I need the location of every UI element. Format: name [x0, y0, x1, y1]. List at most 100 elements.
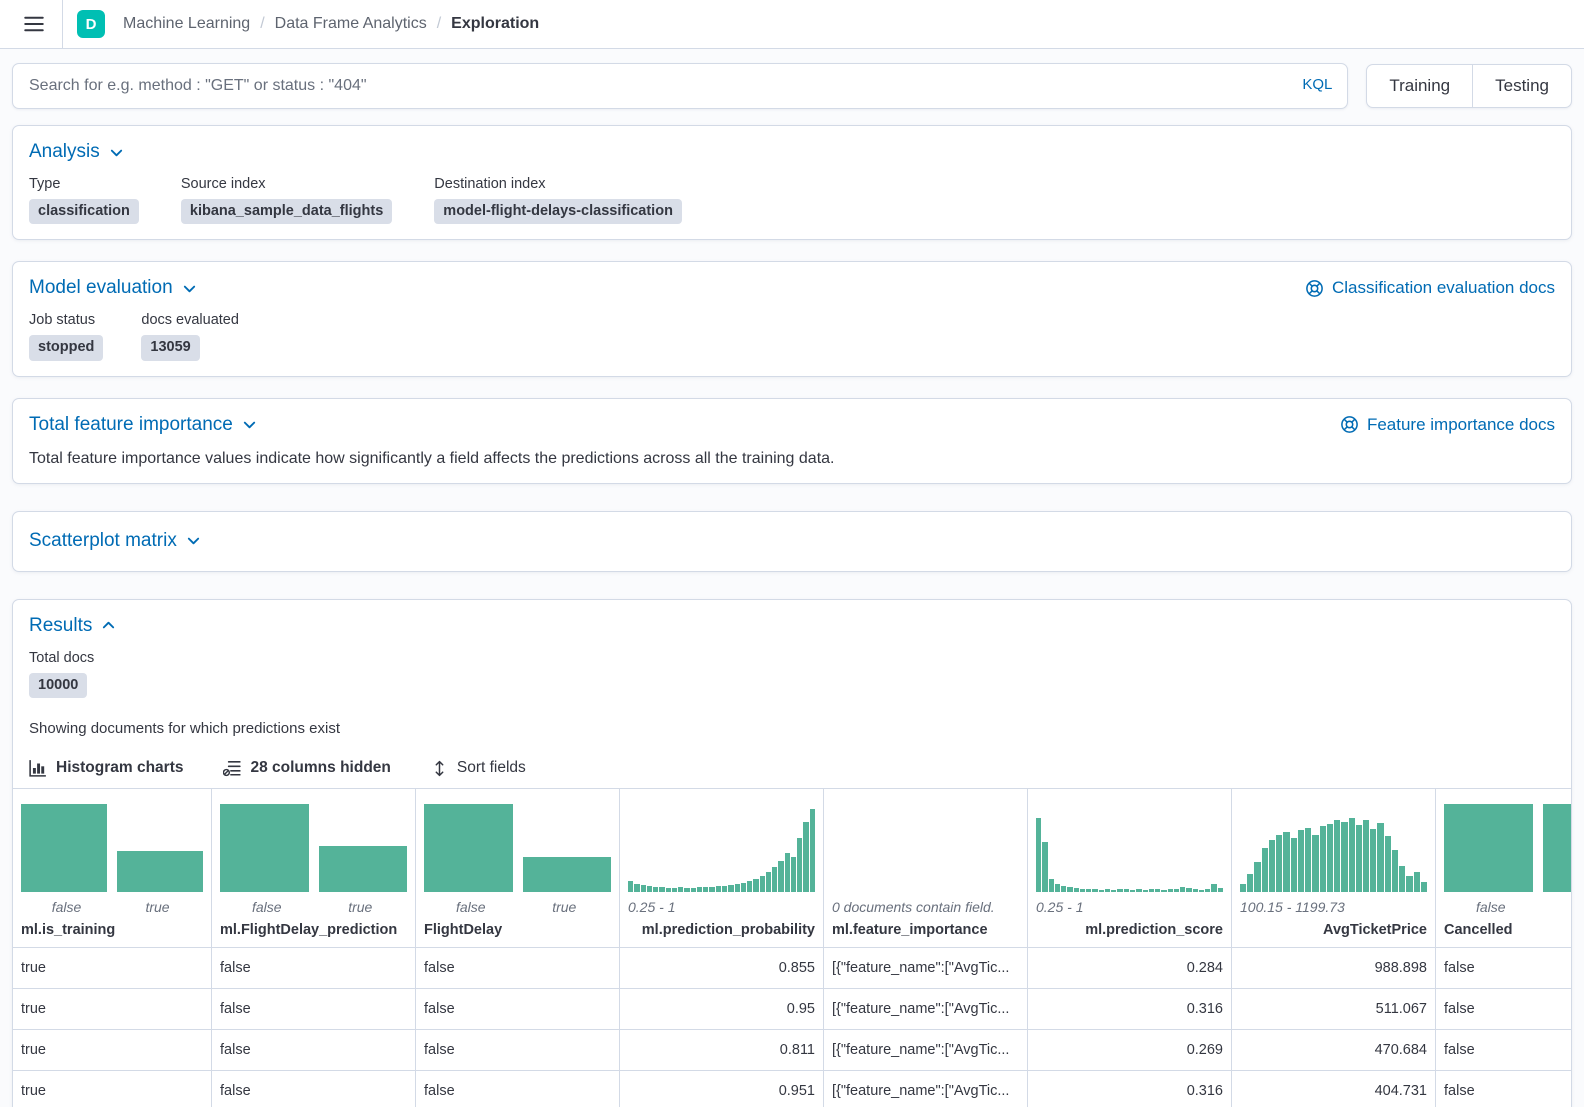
model-evaluation-title: Model evaluation	[29, 277, 173, 299]
table-cell-avgticketprice[interactable]: 404.731	[1232, 1071, 1436, 1107]
table-cell-flightdelay[interactable]: false	[416, 1071, 620, 1107]
table-cell-ml-is-training[interactable]: true	[13, 1071, 212, 1107]
histogram-bar	[728, 885, 734, 893]
table-cell-flightdelay[interactable]: false	[416, 948, 620, 989]
histogram-bar	[1334, 820, 1341, 893]
histogram-bar	[659, 887, 665, 893]
histogram-bar	[1079, 889, 1086, 893]
sort-fields-button[interactable]: Sort fields	[431, 759, 526, 777]
column-header-ml-prediction-probability[interactable]: 0.25 - 1 ml.prediction_probability	[620, 789, 824, 948]
table-cell-cancelled[interactable]: false	[1436, 1071, 1571, 1107]
histogram-bar	[1123, 889, 1129, 893]
histogram-bar	[747, 881, 753, 893]
table-cell-cancelled[interactable]: false	[1436, 948, 1571, 988]
table-cell-ml-flightdelay-prediction[interactable]: false	[212, 989, 416, 1030]
histogram-bar	[696, 887, 703, 893]
histogram-label: false	[1475, 899, 1506, 916]
histogram-bar	[765, 872, 772, 893]
table-cell-ml-prediction-probability[interactable]: 0.811	[620, 1030, 824, 1071]
table-cell-ml-flightdelay-prediction[interactable]: false	[212, 1030, 416, 1071]
histogram-bar	[1205, 889, 1211, 893]
table-cell-avgticketprice[interactable]: 470.684	[1232, 1030, 1436, 1071]
histogram-bar	[628, 881, 634, 893]
histogram-labels: false true	[424, 899, 611, 917]
breadcrumb-machine-learning[interactable]: Machine Learning	[123, 15, 275, 33]
column-histogram	[832, 797, 1019, 892]
histogram-bar	[1054, 884, 1061, 893]
histogram-bar	[1348, 818, 1355, 893]
feature-importance-accordion-toggle[interactable]: Total feature importance	[29, 414, 257, 436]
table-cell-avgticketprice[interactable]: 988.898	[1232, 948, 1436, 989]
space-avatar[interactable]: D	[77, 10, 105, 38]
column-header-flightdelay[interactable]: false true FlightDelay	[416, 789, 620, 948]
model-evaluation-accordion-toggle[interactable]: Model evaluation	[29, 277, 197, 299]
scatterplot-accordion-toggle[interactable]: Scatterplot matrix	[29, 530, 201, 552]
histogram-charts-button[interactable]: Histogram charts	[29, 759, 183, 777]
histogram-bar	[1355, 825, 1362, 893]
model-evaluation-panel: Model evaluation Classification evaluati…	[12, 261, 1572, 377]
table-cell-ml-prediction-probability[interactable]: 0.95	[620, 989, 824, 1030]
histogram-bar	[1111, 890, 1117, 893]
histogram-labels: false true	[21, 899, 203, 917]
column-header-avgticketprice[interactable]: 100.15 - 1199.73 AvgTicketPrice	[1232, 789, 1436, 948]
columns-hidden-button[interactable]: 28 columns hidden	[223, 759, 391, 777]
feature-importance-docs-link[interactable]: Feature importance docs	[1340, 415, 1555, 435]
table-cell-flightdelay[interactable]: false	[416, 989, 620, 1030]
histogram-bar	[1444, 804, 1533, 893]
table-cell-ml-flightdelay-prediction[interactable]: false	[212, 1071, 416, 1107]
column-header-cancelled[interactable]: false true Cancelled	[1436, 789, 1571, 947]
docs-evaluated-field: docs evaluated 13059	[141, 312, 239, 361]
table-cell-ml-is-training[interactable]: true	[13, 989, 212, 1030]
column-name: AvgTicketPrice	[1323, 922, 1427, 939]
histogram-bar	[1406, 876, 1413, 893]
testing-button[interactable]: Testing	[1472, 65, 1571, 107]
table-cell-ml-feature-importance[interactable]: [{"feature_name":["AvgTic...	[824, 1030, 1028, 1071]
column-header-ml-prediction-score[interactable]: 0.25 - 1 ml.prediction_score	[1028, 789, 1232, 948]
table-cell-ml-prediction-probability[interactable]: 0.951	[620, 1071, 824, 1107]
search-input[interactable]	[12, 63, 1349, 109]
table-cell-ml-prediction-score[interactable]: 0.284	[1028, 948, 1232, 989]
table-cell-ml-prediction-probability[interactable]: 0.855	[620, 948, 824, 989]
analysis-accordion-toggle[interactable]: Analysis	[29, 141, 124, 163]
classification-evaluation-docs-link[interactable]: Classification evaluation docs	[1305, 278, 1555, 298]
training-button[interactable]: Training	[1367, 65, 1472, 107]
table-cell-avgticketprice[interactable]: 511.067	[1232, 989, 1436, 1030]
histogram-labels: 0.25 - 1	[1036, 899, 1223, 917]
table-cell-ml-prediction-score[interactable]: 0.316	[1028, 989, 1232, 1030]
histogram-bar	[1362, 820, 1370, 893]
histogram-bar	[671, 888, 678, 893]
histogram-bar	[1067, 887, 1073, 893]
table-cell-ml-feature-importance[interactable]: [{"feature_name":["AvgTic...	[824, 948, 1028, 989]
histogram-bar	[678, 887, 684, 893]
column-header-ml-is-training[interactable]: false true ml.is_training	[13, 789, 212, 948]
table-cell-ml-feature-importance[interactable]: [{"feature_name":["AvgTic...	[824, 1071, 1028, 1107]
histogram-bar	[1240, 884, 1247, 893]
results-data-grid: false true ml.is_training false true ml.Fligh…	[13, 789, 1571, 1107]
table-cell-ml-feature-importance[interactable]: [{"feature_name":["AvgTic...	[824, 989, 1028, 1030]
column-header-ml-flightdelay-prediction[interactable]: false true ml.FlightDelay_prediction	[212, 789, 416, 948]
menu-icon[interactable]	[16, 8, 52, 40]
histogram-bar	[1142, 890, 1148, 893]
column-histogram	[220, 797, 407, 893]
breadcrumb-data-frame-analytics[interactable]: Data Frame Analytics	[275, 15, 452, 33]
table-cell-ml-is-training[interactable]: true	[13, 1030, 212, 1071]
scatterplot-title: Scatterplot matrix	[29, 529, 177, 551]
table-cell-ml-is-training[interactable]: true	[13, 948, 212, 989]
results-accordion-toggle[interactable]: Results	[29, 615, 116, 637]
column-header-ml-feature-importance[interactable]: 0 documents contain field. ml.feature_imp…	[824, 789, 1028, 948]
histogram-bar	[1276, 835, 1283, 893]
table-cell-cancelled[interactable]: false	[1436, 989, 1571, 1029]
table-cell-ml-prediction-score[interactable]: 0.269	[1028, 1030, 1232, 1071]
table-cell-cancelled[interactable]: false	[1436, 1030, 1571, 1070]
histogram-bar	[1384, 836, 1391, 893]
histogram-label: 0 documents contain field.	[832, 899, 995, 916]
column-name: Cancelled	[1444, 922, 1513, 939]
table-cell-flightdelay[interactable]: false	[416, 1030, 620, 1071]
table-cell-ml-prediction-score[interactable]: 0.316	[1028, 1071, 1232, 1107]
column-histogram	[1036, 797, 1223, 893]
table-cell-ml-flightdelay-prediction[interactable]: false	[212, 948, 416, 989]
histogram-bar	[117, 851, 203, 893]
histogram-bar	[1161, 890, 1167, 893]
histogram-bar	[709, 887, 715, 893]
kql-button[interactable]: KQL	[1302, 76, 1333, 93]
